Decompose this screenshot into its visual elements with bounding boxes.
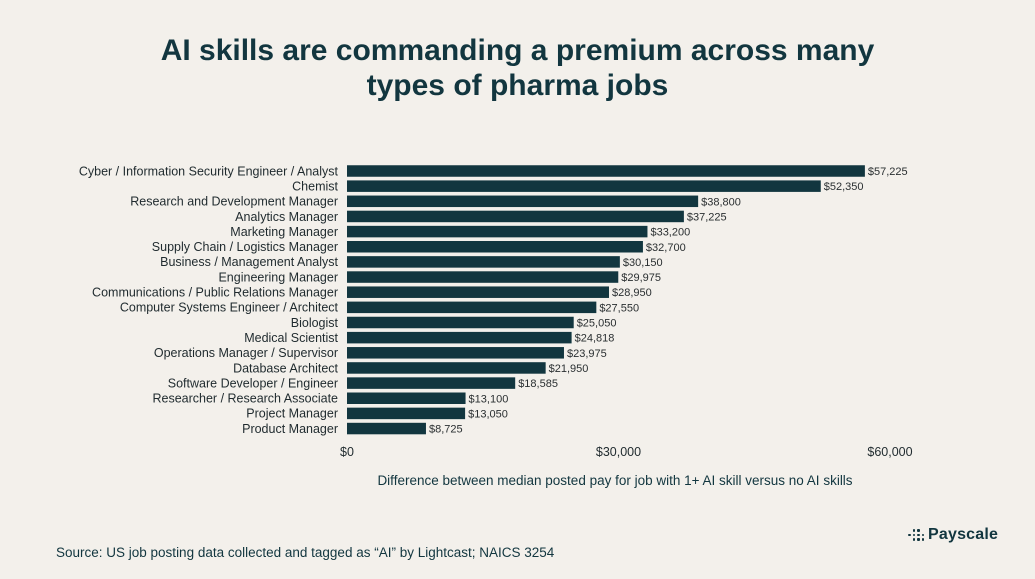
category-label: Research and Development Manager (130, 195, 338, 209)
bar-value-label: $27,550 (599, 302, 639, 314)
bar (347, 195, 699, 208)
bar-value-label: $30,150 (623, 257, 663, 269)
bar (347, 256, 620, 268)
bar-value-label: $25,050 (577, 318, 617, 330)
bar (347, 225, 648, 238)
bar-value-label: $21,950 (549, 363, 589, 375)
chart-title: AI skills are commanding a premium acros… (0, 33, 1035, 103)
category-label: Communications / Public Relations Manage… (92, 286, 338, 300)
bar-value-label: $13,100 (469, 393, 509, 405)
category-label: Cyber / Information Security Engineer / … (79, 164, 339, 178)
bar-value-label: $38,800 (701, 196, 741, 208)
category-label: Marketing Manager (230, 225, 338, 239)
category-label: Project Manager (246, 407, 338, 421)
bar-value-label: $13,050 (468, 408, 508, 420)
category-label: Analytics Manager (235, 210, 338, 224)
bar-value-label: $52,350 (824, 181, 864, 193)
bar (347, 286, 609, 298)
category-label: Researcher / Research Associate (152, 392, 338, 406)
bar (347, 362, 546, 374)
category-label: Biologist (291, 316, 339, 330)
bar (347, 331, 572, 344)
bar-value-label: $37,225 (687, 211, 727, 223)
bar (347, 271, 619, 283)
bar (347, 316, 574, 329)
bar (347, 165, 865, 177)
category-label: Software Developer / Engineer (168, 376, 338, 390)
x-tick-label: $0 (340, 445, 354, 459)
bar-value-label: $18,585 (518, 378, 558, 390)
x-axis-label: Difference between median posted pay for… (377, 473, 853, 488)
bar-value-label: $8,725 (429, 424, 463, 436)
bar-value-label: $23,975 (567, 348, 607, 360)
category-label: Database Architect (233, 361, 338, 375)
bar-value-label: $57,225 (868, 166, 908, 178)
category-label: Supply Chain / Logistics Manager (152, 240, 338, 254)
category-label: Product Manager (242, 422, 338, 436)
category-label: Engineering Manager (218, 270, 338, 284)
bar-value-label: $24,818 (575, 333, 615, 345)
bar (347, 392, 466, 404)
bar (347, 422, 426, 435)
bar-value-label: $28,950 (612, 287, 652, 299)
bar-value-label: $33,200 (650, 227, 690, 239)
bar-value-label: $32,700 (646, 242, 686, 254)
chart-title-line-1: AI skills are commanding a premium acros… (160, 34, 875, 67)
bar (347, 210, 684, 223)
bar (347, 301, 597, 314)
bar (347, 180, 821, 192)
payscale-logo-icon (908, 529, 924, 541)
bar (347, 377, 516, 389)
bar (347, 407, 466, 420)
payscale-logo: Payscale (908, 526, 998, 544)
category-label: Computer Systems Engineer / Architect (120, 301, 339, 315)
x-tick-label: $30,000 (596, 445, 641, 459)
category-label: Chemist (292, 179, 338, 193)
x-tick-label: $60,000 (867, 445, 912, 459)
category-label: Business / Management Analyst (160, 255, 338, 269)
chart-title-line-2: types of pharma jobs (366, 69, 669, 102)
payscale-logo-text: Payscale (928, 526, 999, 543)
bar (347, 241, 643, 253)
bar-value-label: $29,975 (621, 272, 661, 284)
bar (347, 347, 564, 359)
category-label: Medical Scientist (244, 331, 338, 345)
category-label: Operations Manager / Supervisor (154, 346, 338, 360)
source-note: Source: US job posting data collected an… (56, 545, 555, 560)
